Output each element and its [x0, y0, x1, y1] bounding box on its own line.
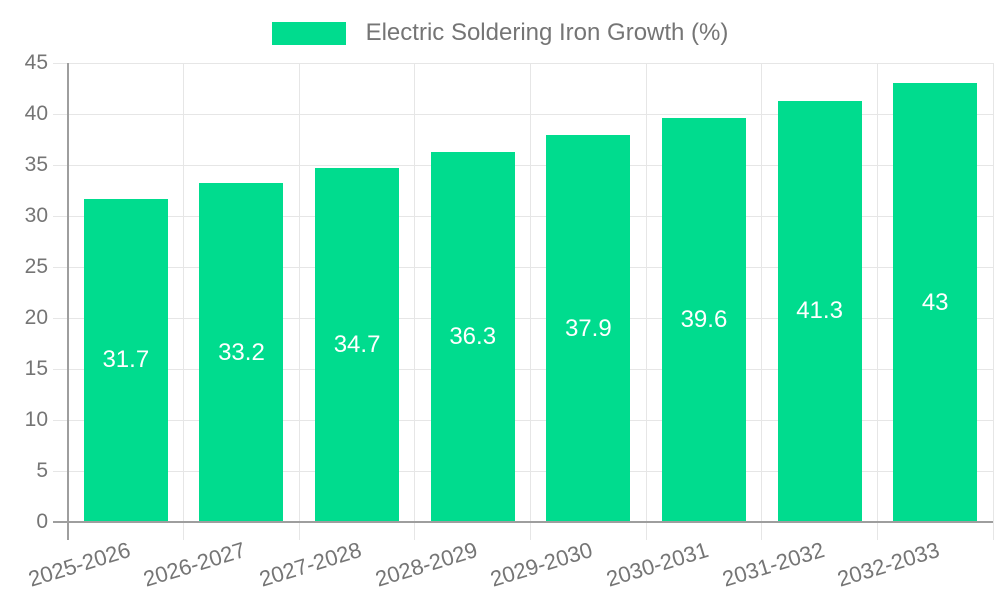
y-axis-tick-label: 40 [24, 102, 48, 125]
bar-value-label: 39.6 [680, 306, 728, 334]
bar: 36.3 [430, 151, 515, 522]
gridline-vertical [183, 63, 185, 540]
gridline-vertical [298, 63, 300, 540]
bar-value-label: 41.3 [796, 297, 843, 325]
gridline-vertical [645, 63, 647, 540]
bar-value-label: 37.9 [564, 314, 612, 342]
gridline-horizontal [53, 317, 993, 319]
y-axis-tick-label: 5 [36, 459, 48, 482]
bar-value-label: 43 [921, 288, 949, 316]
legend-label: Electric Soldering Iron Growth (%) [365, 19, 729, 46]
bar: 34.7 [315, 168, 400, 522]
gridline-horizontal [53, 266, 993, 268]
bar: 31.7 [83, 198, 168, 522]
y-axis-tick-label: 20 [24, 306, 48, 329]
y-axis-tick-label: 35 [24, 153, 48, 176]
gridline-vertical [414, 63, 416, 540]
chart-legend: Electric Soldering Iron Growth (%) [0, 14, 1000, 52]
bar: 33.2 [199, 183, 284, 522]
y-axis-tick-label: 45 [24, 51, 48, 74]
gridline-vertical [761, 63, 763, 540]
gridline-vertical [876, 63, 878, 540]
y-axis-line [67, 63, 69, 540]
x-axis-line [53, 521, 993, 523]
gridline-horizontal [53, 215, 993, 217]
y-axis-tick-label: 15 [24, 357, 48, 380]
gridline-horizontal [53, 470, 993, 472]
gridline-horizontal [53, 62, 993, 64]
gridline-vertical [992, 63, 994, 540]
y-axis-tick-label: 25 [24, 255, 48, 278]
bar: 43 [893, 83, 978, 522]
bar: 39.6 [661, 118, 746, 522]
gridline-horizontal [53, 368, 993, 370]
bar-value-label: 33.2 [218, 338, 265, 366]
gridline-vertical [530, 63, 531, 540]
y-axis-tick-label: 0 [36, 510, 48, 533]
y-axis-tick-label: 30 [24, 204, 48, 227]
bar: 37.9 [546, 135, 631, 522]
bar-value-label: 31.7 [102, 346, 150, 374]
bar: 41.3 [777, 100, 862, 522]
legend-swatch [271, 21, 346, 45]
gridline-horizontal [53, 164, 993, 166]
gridline-horizontal [53, 113, 993, 115]
gridline-horizontal [53, 419, 993, 421]
y-axis-tick-label: 10 [24, 408, 48, 431]
bar-value-label: 36.3 [449, 322, 497, 350]
bar-value-label: 34.7 [333, 331, 381, 359]
